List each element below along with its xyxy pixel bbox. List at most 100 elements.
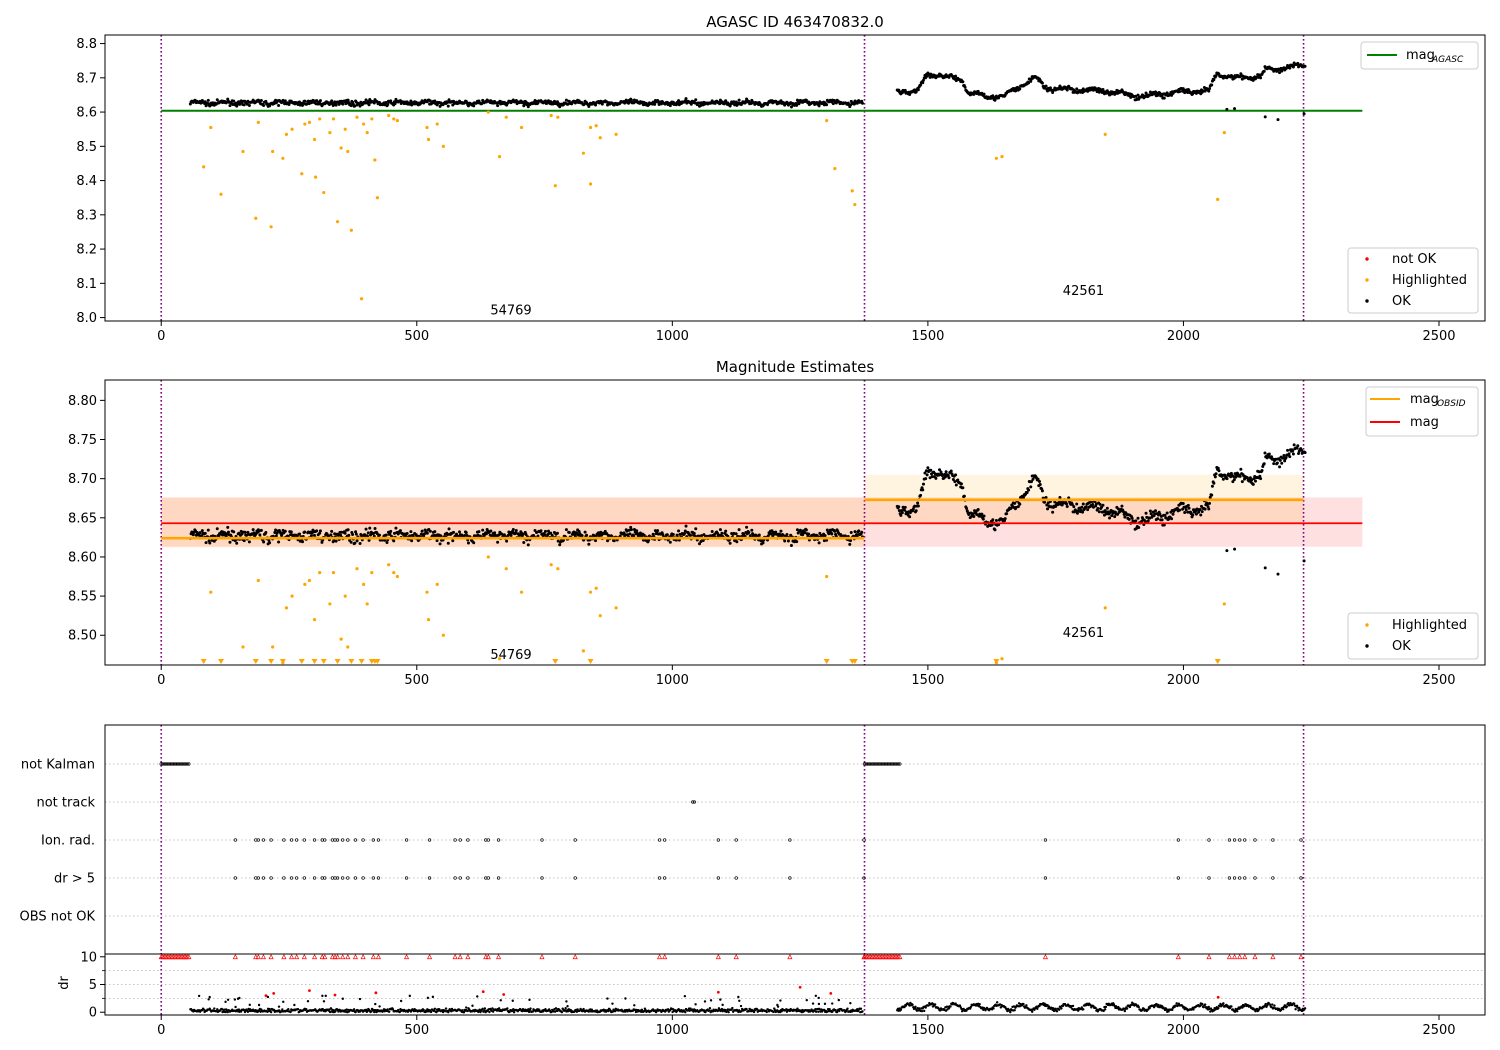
flag-point (353, 876, 358, 880)
ok-point (921, 488, 925, 492)
highlighted-point (1216, 197, 1220, 202)
dr-point (613, 1010, 617, 1013)
dr-capped-marker (334, 953, 341, 960)
highlighted-point (614, 132, 618, 136)
dr-outlier-point (264, 994, 268, 997)
ok-point (1036, 477, 1040, 481)
ok-point (543, 529, 547, 533)
dr-point (1076, 1009, 1080, 1012)
clipped-highlight-marker (279, 659, 286, 664)
flag-point (1238, 876, 1242, 880)
ok-point (632, 527, 636, 531)
ok-point (564, 528, 568, 532)
dr-capped-marker (485, 953, 491, 960)
dr-point (1202, 1005, 1205, 1009)
ok-point (734, 532, 738, 536)
flag-point (427, 838, 432, 842)
ok-point (203, 531, 207, 535)
clipped-highlight-marker (320, 659, 327, 664)
dr-point (949, 1005, 952, 1008)
ok-point (1038, 479, 1042, 483)
dr-point (1058, 1008, 1061, 1011)
y-tick-label: 8.70 (68, 472, 97, 487)
highlighted-point (1103, 606, 1107, 610)
ok-point (903, 88, 907, 92)
flag-point (371, 876, 375, 880)
ok-point (410, 103, 414, 107)
flag-point (1271, 876, 1275, 880)
ok-point (237, 531, 241, 535)
ok-point (583, 530, 587, 534)
ok-point (367, 103, 371, 107)
ok-point (1270, 455, 1274, 459)
dr-point (324, 994, 327, 998)
x-tick-label: 2500 (1422, 329, 1455, 344)
ok-point (635, 529, 639, 533)
dr-point (566, 1010, 570, 1013)
dr-point (289, 1010, 292, 1014)
ok-point (1108, 516, 1112, 520)
highlighted-point (284, 132, 289, 136)
flag-point (404, 838, 409, 842)
highlighted-point (1000, 154, 1004, 159)
dr-point (1225, 1004, 1229, 1007)
ok-point (1199, 513, 1203, 517)
dr-point (1192, 1008, 1195, 1011)
ok-point (204, 541, 208, 545)
x-tick-label: 0 (157, 1023, 165, 1038)
ok-point (1144, 511, 1148, 515)
clipped-highlight-marker (298, 659, 305, 664)
ok-point (353, 541, 357, 545)
ok-point (848, 542, 852, 546)
flag-point (1176, 838, 1180, 842)
dr-point (1219, 1002, 1222, 1006)
dr-point (431, 995, 435, 999)
ok-point (235, 102, 239, 106)
ok-point (386, 103, 390, 107)
flag-point (170, 762, 174, 766)
highlighted-point (328, 131, 332, 135)
dr-point (329, 1007, 333, 1010)
ok-point (198, 531, 202, 535)
ok-point (857, 529, 861, 533)
dr-point (899, 1008, 903, 1011)
dr-point (607, 1009, 610, 1013)
flag-point (896, 762, 900, 766)
legend-marker-label: OK (1392, 294, 1411, 309)
dr-point (992, 1007, 995, 1010)
ok-point (671, 533, 675, 537)
flag-point (887, 762, 891, 766)
ok-point (1165, 511, 1169, 515)
ok-point (1238, 474, 1242, 478)
dr-point (408, 994, 411, 998)
flag-point (1227, 876, 1232, 880)
dr-point (683, 994, 687, 998)
ok-point (1291, 65, 1295, 69)
ok-point (358, 541, 362, 545)
flag-point (875, 762, 879, 766)
dr-capped-marker (662, 953, 668, 960)
dr-point (640, 1008, 644, 1012)
highlighted-point (271, 149, 275, 154)
dr-capped-marker (572, 953, 578, 960)
ok-point (200, 529, 204, 533)
ok-point (435, 539, 439, 543)
ok-point (349, 540, 353, 544)
ok-point (1072, 505, 1076, 509)
ok-point (683, 529, 687, 533)
dr-point (737, 995, 740, 999)
ok-point (783, 539, 787, 543)
dr-point (739, 1004, 743, 1008)
highlighted-point (1103, 132, 1107, 136)
flag-point (716, 876, 720, 880)
highlighted-point (556, 115, 560, 119)
ok-point (1208, 495, 1212, 499)
ok-point (925, 473, 929, 477)
ok-point (496, 540, 500, 544)
highlighted-point (435, 122, 439, 126)
flag-point (335, 876, 340, 880)
ok-point (638, 531, 642, 535)
highlighted-point (318, 117, 322, 121)
flag-point (371, 838, 375, 842)
